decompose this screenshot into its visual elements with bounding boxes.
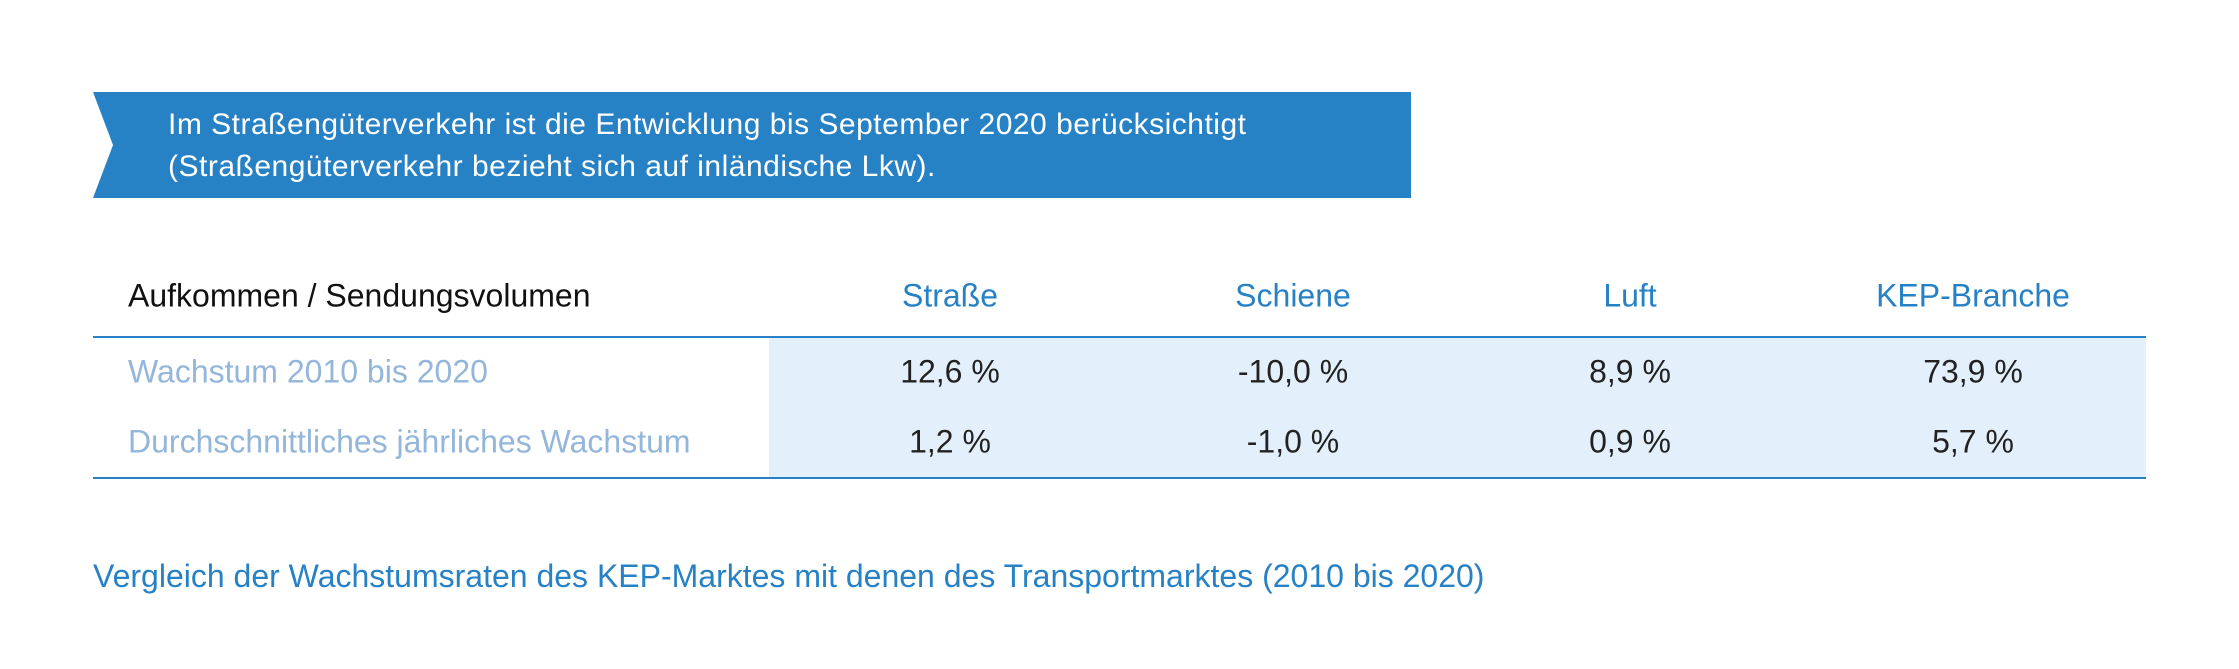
cell-value: 8,9 % [1589, 353, 1671, 390]
table-rule [93, 336, 2146, 338]
banner-text: Im Straßengüterverkehr ist die Entwicklu… [168, 108, 1247, 141]
column-header: Aufkommen / Sendungsvolumen [128, 277, 591, 314]
banner [93, 92, 1411, 198]
cell-value: 1,2 % [909, 423, 991, 460]
cell-value: 0,9 % [1589, 423, 1671, 460]
row-label: Wachstum 2010 bis 2020 [128, 353, 488, 390]
column-header: Schiene [1235, 277, 1351, 314]
column-header: Straße [901, 277, 999, 314]
cell-value: 5,7 % [1932, 423, 2014, 460]
column-header: KEP-Branche [1876, 277, 2070, 314]
cell-value: -10,0 % [1237, 353, 1349, 390]
table-rule [93, 477, 2146, 479]
table-shading [769, 338, 2146, 478]
banner-text: (Straßengüterverkehr bezieht sich auf in… [168, 150, 936, 183]
cell-value: 12,6 % [900, 353, 1000, 390]
cell-value: 73,9 % [1923, 353, 2023, 390]
column-header: Luft [1603, 277, 1657, 314]
row-label: Durchschnittliches jährliches Wachstum [128, 423, 691, 460]
caption: Vergleich der Wachstumsraten des KEP-Mar… [93, 558, 1485, 594]
cell-value: -1,0 % [1246, 423, 1340, 460]
